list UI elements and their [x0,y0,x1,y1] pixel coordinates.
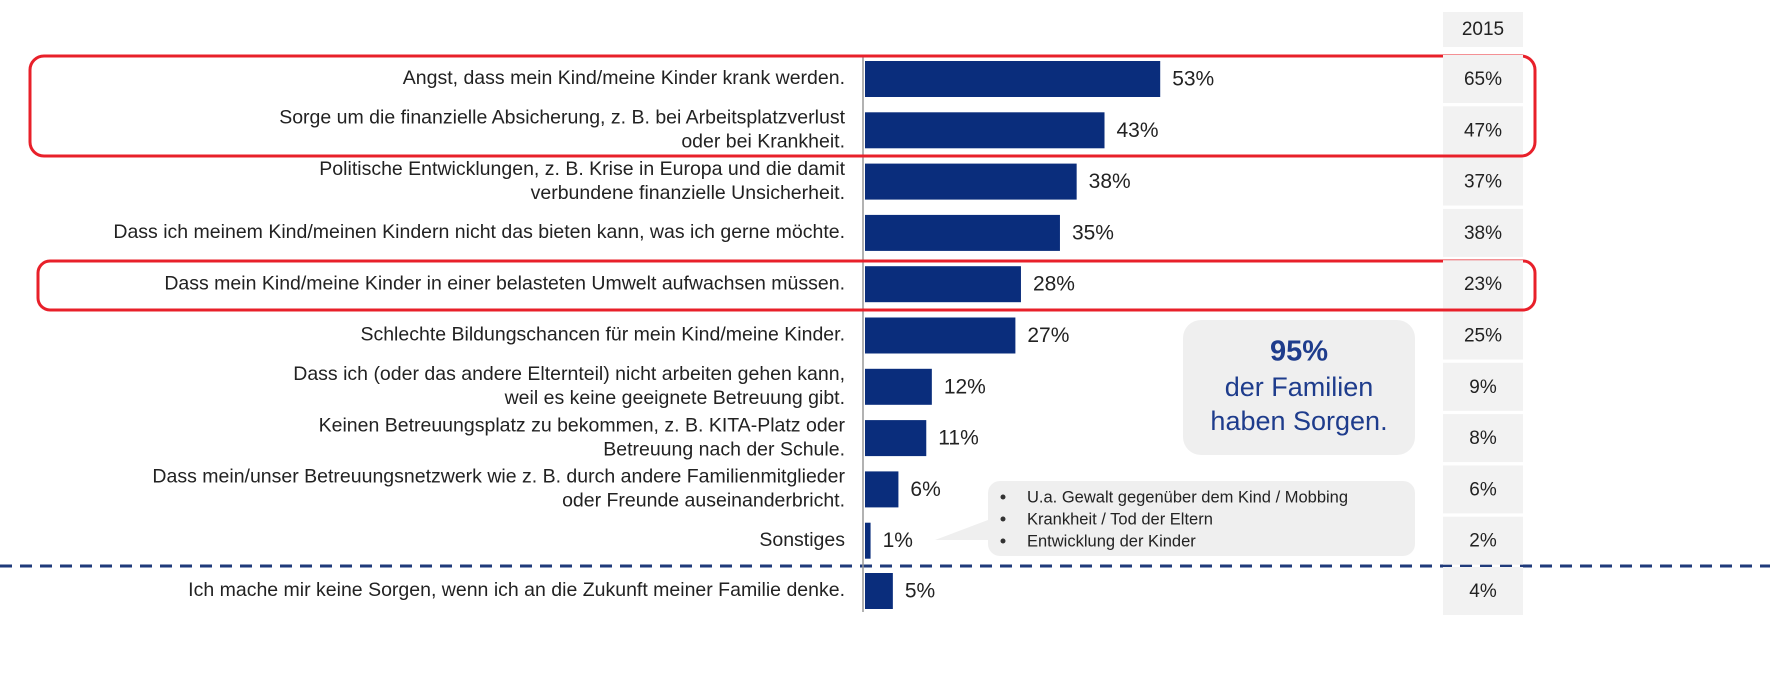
value-label: 35% [1072,221,1114,244]
bar [865,61,1161,97]
comparison-value: 2% [1469,531,1497,552]
category-label: Betreuung nach der Schule. [603,438,845,460]
column-title: 2015 [1462,19,1504,40]
highlight-box [28,54,1537,158]
bullet-dot [1000,516,1006,522]
value-label: 43% [1117,119,1159,142]
comparison-value: 37% [1464,172,1502,193]
value-label: 28% [1033,273,1075,296]
comparison-cell [1443,260,1523,309]
category-label: Ich mache mir keine Sorgen, wenn ich an … [188,579,845,601]
header-cell [1443,12,1523,47]
bullet-dot [1000,538,1006,544]
bar [865,112,1105,149]
value-label: 38% [1089,170,1131,193]
category-label: Dass ich (oder das andere Elternteil) ni… [293,363,845,385]
bar [865,420,927,457]
category-label: Dass mein/unser Betreuungsnetzwerk wie z… [152,466,845,488]
value-label: 12% [944,375,986,398]
comparison-cell [1443,516,1523,565]
value-label: 5% [905,580,935,603]
summary-box [1183,320,1415,455]
bar [865,317,1016,354]
bullet-callout [935,481,1415,556]
category-label: verbundene finanzielle Unsicherheit. [531,182,845,204]
comparison-cell [1443,208,1523,257]
category-label: Keinen Betreuungsplatz zu bekommen, z. B… [319,414,846,436]
summary-headline: 95% [1270,336,1328,368]
summary-text: der Familien [1225,372,1374,402]
category-label: Politische Entwicklungen, z. B. Krise in… [319,158,845,180]
comparison-value: 25% [1464,326,1502,347]
category-label: Sorge um die finanzielle Absicherung, z.… [279,106,845,128]
comparison-cell [1443,414,1523,463]
comparison-cell [1443,465,1523,514]
comparison-cell [1443,157,1523,206]
category-label: oder bei Krankheit. [681,130,845,152]
comparison-value: 8% [1469,428,1497,449]
value-label: 27% [1027,324,1069,347]
bar [865,214,1060,251]
bullet-dot [1000,494,1006,500]
comparison-value: 38% [1464,223,1502,244]
bar [865,522,871,559]
category-label: weil es keine geeignete Betreuung gibt. [504,387,845,409]
summary-text: haben Sorgen. [1210,406,1387,436]
comparison-cell [1443,362,1523,411]
value-label: 6% [910,478,940,501]
bar [865,266,1021,303]
bullet-text: Entwicklung der Kinder [1027,532,1196,550]
bar [865,368,932,405]
bar [865,163,1077,200]
value-label: 11% [938,427,978,450]
comparison-value: 9% [1469,377,1497,398]
bar [865,471,899,508]
bullet-text: U.a. Gewalt gegenüber dem Kind / Mobbing [1027,488,1348,506]
bullet-text: Krankheit / Tod der Eltern [1027,510,1213,528]
comparison-value: 23% [1464,274,1502,295]
bar [865,573,893,609]
comparison-cell [1443,311,1523,360]
comparison-value: 47% [1464,120,1502,141]
comparison-value: 65% [1464,69,1502,90]
category-label: oder Freunde auseinanderbricht. [562,490,845,512]
comparison-value: 4% [1469,581,1497,602]
comparison-cell [1443,567,1523,615]
category-label: Sonstiges [759,529,845,551]
category-label: Angst, dass mein Kind/meine Kinder krank… [403,67,845,89]
value-label: 1% [883,529,913,552]
comparison-value: 6% [1469,479,1497,500]
comparison-cell [1443,106,1523,155]
comparison-cell [1443,55,1523,103]
highlight-box [36,259,1537,312]
value-label: 53% [1172,68,1214,91]
category-label: Dass mein Kind/meine Kinder in einer bel… [164,272,845,294]
category-label: Schlechte Bildungschancen für mein Kind/… [360,324,845,346]
category-label: Dass ich meinem Kind/meinen Kindern nich… [113,221,845,243]
